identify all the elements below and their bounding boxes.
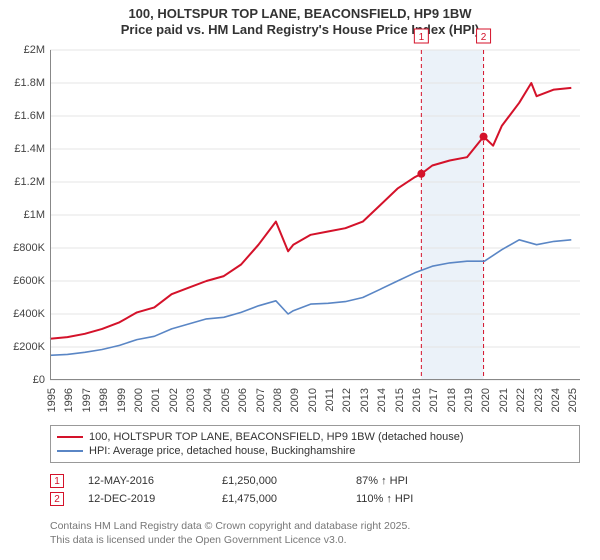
- x-tick-label: 2015: [394, 388, 406, 412]
- x-tick-label: 1998: [98, 388, 110, 412]
- x-tick-label: 2007: [255, 388, 267, 412]
- event-number-box: 1: [50, 474, 64, 488]
- x-tick-label: 2000: [133, 388, 145, 412]
- y-tick-label: £1.4M: [14, 143, 45, 155]
- x-tick-label: 1997: [81, 388, 93, 412]
- event-price: £1,475,000: [222, 493, 332, 505]
- y-tick-label: £0: [33, 374, 45, 386]
- x-tick-label: 1999: [116, 388, 128, 412]
- x-tick-label: 2008: [272, 388, 284, 412]
- x-tick-label: 2020: [480, 388, 492, 412]
- x-tick-label: 2004: [202, 388, 214, 412]
- x-tick-label: 1995: [46, 388, 58, 412]
- y-tick-label: £400K: [13, 308, 45, 320]
- chart-area: £0£200K£400K£600K£800K£1M£1.2M£1.4M£1.6M…: [50, 50, 580, 380]
- event-price: £1,250,000: [222, 475, 332, 487]
- y-tick-label: £1.6M: [14, 110, 45, 122]
- y-tick-label: £1M: [24, 209, 45, 221]
- footer-line-2: This data is licensed under the Open Gov…: [50, 534, 580, 548]
- event-row: 1 12-MAY-2016 £1,250,000 87% ↑ HPI: [50, 472, 580, 490]
- title-line-2: Price paid vs. HM Land Registry's House …: [10, 22, 590, 38]
- x-tick-label: 1996: [63, 388, 75, 412]
- x-tick-label: 2019: [463, 388, 475, 412]
- x-tick-label: 2016: [411, 388, 423, 412]
- footer-line-1: Contains HM Land Registry data © Crown c…: [50, 520, 580, 534]
- event-pct: 87% ↑ HPI: [356, 475, 466, 487]
- legend-label: 100, HOLTSPUR TOP LANE, BEACONSFIELD, HP…: [89, 431, 464, 443]
- y-tick-label: £600K: [13, 275, 45, 287]
- x-tick-label: 2013: [359, 388, 371, 412]
- chart-container: 100, HOLTSPUR TOP LANE, BEACONSFIELD, HP…: [0, 0, 600, 560]
- x-tick-label: 2010: [307, 388, 319, 412]
- x-tick-label: 2009: [289, 388, 301, 412]
- x-tick-label: 2012: [341, 388, 353, 412]
- event-pct: 110% ↑ HPI: [356, 493, 466, 505]
- x-tick-label: 2025: [567, 388, 579, 412]
- x-tick-label: 2006: [237, 388, 249, 412]
- title-line-1: 100, HOLTSPUR TOP LANE, BEACONSFIELD, HP…: [10, 6, 590, 22]
- events-table: 1 12-MAY-2016 £1,250,000 87% ↑ HPI 2 12-…: [50, 472, 580, 508]
- event-date: 12-MAY-2016: [88, 475, 198, 487]
- title-block: 100, HOLTSPUR TOP LANE, BEACONSFIELD, HP…: [0, 0, 600, 41]
- legend: 100, HOLTSPUR TOP LANE, BEACONSFIELD, HP…: [50, 425, 580, 463]
- x-tick-label: 2021: [498, 388, 510, 412]
- x-tick-label: 2002: [168, 388, 180, 412]
- x-tick-label: 2014: [376, 388, 388, 412]
- legend-swatch: [57, 450, 83, 452]
- y-tick-label: £800K: [13, 242, 45, 254]
- y-tick-label: £1.2M: [14, 176, 45, 188]
- x-tick-label: 2023: [533, 388, 545, 412]
- legend-swatch: [57, 436, 83, 438]
- x-tick-label: 2022: [515, 388, 527, 412]
- y-tick-label: £2M: [24, 44, 45, 56]
- y-tick-label: £200K: [13, 341, 45, 353]
- legend-row: HPI: Average price, detached house, Buck…: [57, 444, 573, 458]
- x-tick-label: 2024: [550, 388, 562, 412]
- svg-text:2: 2: [481, 32, 487, 43]
- x-tick-label: 2003: [185, 388, 197, 412]
- event-date: 12-DEC-2019: [88, 493, 198, 505]
- legend-label: HPI: Average price, detached house, Buck…: [89, 445, 355, 457]
- plot-border: [50, 50, 580, 380]
- event-row: 2 12-DEC-2019 £1,475,000 110% ↑ HPI: [50, 490, 580, 508]
- footer: Contains HM Land Registry data © Crown c…: [50, 520, 580, 547]
- x-tick-label: 2018: [446, 388, 458, 412]
- x-tick-label: 2001: [150, 388, 162, 412]
- x-tick-label: 2017: [428, 388, 440, 412]
- x-tick-label: 2005: [220, 388, 232, 412]
- y-tick-label: £1.8M: [14, 77, 45, 89]
- svg-text:1: 1: [419, 32, 425, 43]
- legend-row: 100, HOLTSPUR TOP LANE, BEACONSFIELD, HP…: [57, 430, 573, 444]
- x-tick-label: 2011: [324, 388, 336, 412]
- event-number-box: 2: [50, 492, 64, 506]
